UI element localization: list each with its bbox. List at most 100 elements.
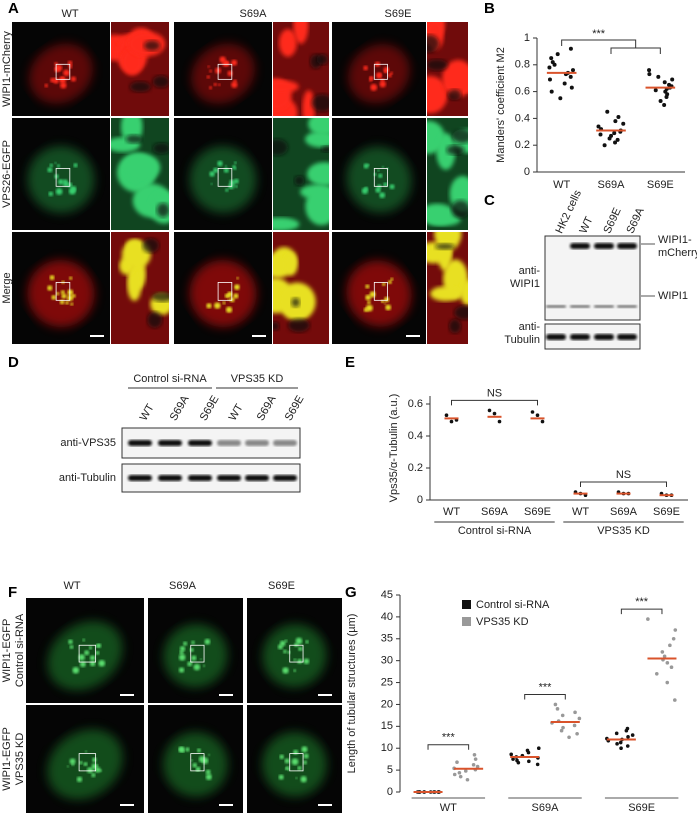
puncta [67, 289, 74, 296]
data-point [671, 636, 676, 641]
puncta [295, 637, 303, 645]
zoom-dark [294, 175, 305, 186]
puncta [195, 766, 201, 772]
puncta [363, 65, 368, 71]
puncta [61, 293, 67, 299]
puncta [68, 64, 73, 69]
band [245, 440, 269, 446]
puncta [178, 667, 185, 673]
column-header: WT [61, 8, 78, 20]
puncta [193, 663, 201, 671]
zoom-blob [460, 279, 468, 306]
puncta [367, 300, 371, 305]
zoom-blob [436, 133, 456, 170]
data-point [526, 750, 531, 755]
data-point [673, 698, 677, 702]
row-label: Merge [1, 272, 13, 303]
cell-body [191, 43, 255, 104]
x-tick-label: S69A [598, 179, 626, 191]
puncta [179, 650, 184, 655]
y-tick-label: 0.4 [515, 112, 530, 124]
image-content [27, 260, 95, 328]
data-point [547, 65, 552, 70]
inset-box [373, 167, 388, 187]
lane-label: S69A [168, 393, 192, 423]
band [273, 475, 297, 481]
micrograph [247, 598, 342, 703]
puncta [55, 188, 63, 195]
puncta [96, 643, 102, 648]
lane-label: WT [577, 215, 595, 236]
data-point [673, 628, 678, 632]
zoom-blob [121, 48, 143, 76]
legend-label: VPS35 KD [476, 616, 529, 628]
puncta [192, 762, 198, 768]
band [188, 440, 212, 446]
data-point [654, 672, 659, 676]
image-content [191, 43, 255, 104]
data-point [614, 731, 619, 736]
puncta [233, 178, 239, 184]
image-content [273, 232, 329, 344]
data-point [670, 77, 675, 82]
x-tick-label: WT [572, 506, 589, 518]
inset-box [289, 753, 304, 772]
y-tick-label: 0 [524, 166, 530, 178]
micrograph [273, 118, 329, 230]
puncta [234, 161, 237, 165]
puncta [56, 164, 61, 168]
puncta [95, 650, 100, 655]
zoom-dark [152, 75, 169, 88]
puncta [225, 188, 229, 192]
inset-box [289, 644, 304, 663]
puncta [291, 758, 299, 766]
puncta [365, 294, 372, 301]
band [128, 475, 152, 481]
data-point [621, 121, 626, 126]
column-header: S69A [240, 8, 268, 20]
puncta [209, 171, 215, 177]
micrograph [148, 598, 243, 703]
puncta [222, 301, 226, 305]
inset-box [190, 644, 205, 663]
data-point [561, 725, 565, 730]
y-tick-label: 5 [387, 764, 393, 776]
data-point [536, 746, 541, 751]
image-content [427, 118, 468, 230]
puncta [71, 762, 75, 766]
band [594, 243, 614, 249]
puncta [370, 83, 378, 91]
y-tick-label: 35 [381, 633, 393, 645]
image-content [427, 22, 468, 116]
data-point [662, 103, 667, 107]
zoom-dark [321, 145, 329, 153]
puncta [197, 748, 201, 753]
legend-swatch [462, 600, 471, 609]
puncta [383, 302, 386, 305]
puncta [379, 192, 386, 199]
image-content [427, 232, 468, 344]
data-point [562, 81, 567, 86]
puncta [217, 83, 221, 87]
micrograph [332, 232, 426, 344]
zoom-dark [316, 54, 329, 65]
image-content [111, 22, 169, 116]
micrograph [148, 705, 243, 813]
band [594, 305, 614, 308]
group-label: VPS35 KD [231, 373, 284, 385]
annotation: *** [539, 681, 553, 693]
puncta [377, 73, 382, 78]
row-label: VPS35 KD [14, 733, 26, 786]
puncta [205, 769, 211, 775]
y-tick-label: 0.6 [408, 398, 423, 410]
micrograph [26, 598, 144, 703]
data-point [619, 746, 623, 751]
image-content [189, 146, 257, 214]
data-point [613, 119, 618, 124]
puncta [63, 69, 70, 77]
puncta [68, 187, 76, 195]
significance-bracket [427, 744, 470, 750]
data-point [572, 723, 577, 728]
puncta [55, 291, 60, 296]
data-point [625, 744, 630, 748]
